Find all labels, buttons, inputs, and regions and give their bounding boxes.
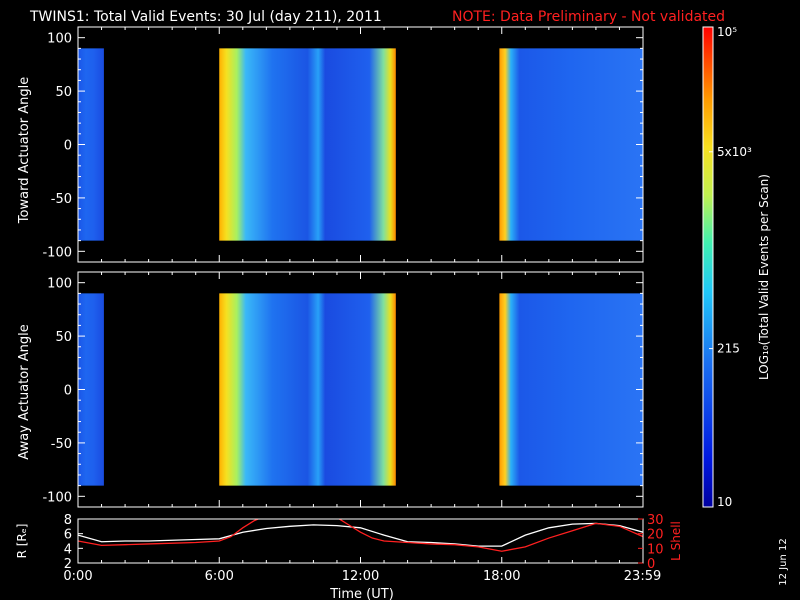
- heatmap-segment: [499, 48, 643, 241]
- colorbar-tick-label: 10: [717, 495, 732, 509]
- orbit-background: [78, 519, 643, 563]
- y-tick-label-left: 4: [64, 542, 72, 557]
- radius-line: [78, 522, 643, 547]
- y-tick-label: 100: [47, 32, 72, 47]
- x-tick-label: 0:00: [63, 569, 92, 584]
- side-date: 12 Jun 12: [778, 538, 789, 585]
- l-shell-line: [78, 519, 260, 547]
- x-tick-label: 18:00: [483, 569, 520, 584]
- colorbar-scale: [702, 26, 714, 508]
- preliminary-note: NOTE: Data Preliminary - Not validated: [452, 9, 725, 25]
- x-axis-label: Time (UT): [329, 587, 394, 600]
- top-ylabel: Toward Actuator Angle: [17, 77, 32, 224]
- y-tick-label: 0: [64, 139, 72, 154]
- y-tick-label-right: 0: [647, 557, 655, 572]
- y-tick-label: 0: [64, 384, 72, 399]
- chart-title: TWINS1: Total Valid Events: 30 Jul (day …: [29, 9, 382, 25]
- colorbar-tick-label: 5x10³: [717, 145, 752, 159]
- y-tick-label: 50: [55, 330, 72, 345]
- y-tick-label-right: 10: [647, 542, 664, 557]
- x-tick-label: 6:00: [205, 569, 234, 584]
- y-tick-label-right: 20: [647, 528, 664, 543]
- x-tick-label: 23:59: [624, 569, 661, 584]
- colorbar-label: LOG₁₀(Total Valid Events per Scan): [757, 174, 771, 380]
- y-tick-label-left: 6: [64, 528, 72, 543]
- heatmap-segment: [219, 48, 396, 241]
- l-shell-line: [338, 519, 643, 552]
- y-tick-label: -100: [42, 245, 72, 260]
- y-tick-label: -50: [51, 192, 72, 207]
- toward-angle-panel: 100 50 0 -50 -100: [42, 26, 644, 263]
- bottom-ylabel-left: R [Rₑ]: [15, 524, 29, 559]
- away-angle-panel: 100 50 0 -50 -100: [42, 271, 644, 508]
- colorbar-tick-label: 215: [717, 342, 740, 356]
- y-tick-label: -100: [42, 490, 72, 505]
- y-tick-label: -50: [51, 437, 72, 452]
- colorbar-tick-label: 10⁵: [717, 25, 737, 39]
- y-tick-label: 50: [55, 85, 72, 100]
- middle-ylabel: Away Actuator Angle: [17, 324, 32, 459]
- y-tick-label: 100: [47, 277, 72, 292]
- y-tick-label-left: 2: [64, 557, 72, 572]
- x-tick-label: 12:00: [342, 569, 379, 584]
- colorbar: 10⁵ 5x10³ 215 10: [702, 25, 752, 509]
- heatmap-segment: [499, 293, 643, 486]
- y-tick-label-left: 8: [64, 513, 72, 528]
- y-tick-label-right: 30: [647, 513, 664, 528]
- bottom-ylabel-right: L Shell: [669, 521, 683, 561]
- heatmap-segment: [219, 293, 396, 486]
